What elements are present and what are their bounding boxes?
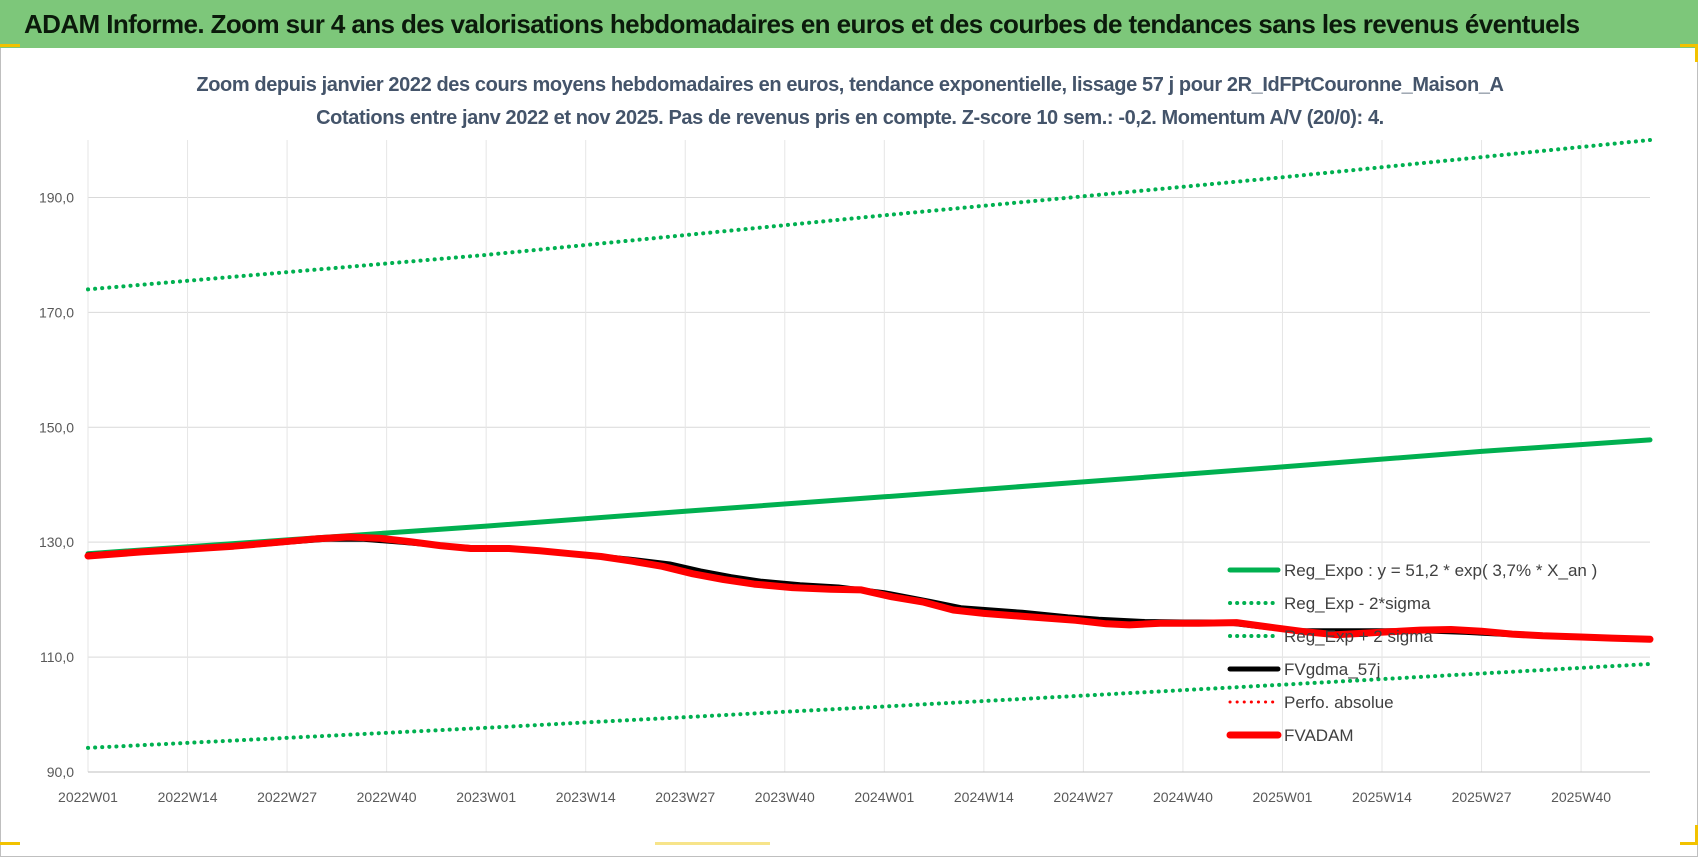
legend-label: Reg_Expo : y = 51,2 * exp( 3,7% * X_an ) [1284,561,1597,580]
legend-label: FVgdma_57j [1284,660,1380,679]
frame-corner-marker [0,44,20,47]
x-tick-label: 2024W40 [1153,789,1213,805]
y-tick-label: 90,0 [47,764,74,780]
report-title: ADAM Informe. Zoom sur 4 ans des valoris… [24,9,1580,39]
x-tick-label: 2025W01 [1253,789,1313,805]
x-tick-label: 2022W14 [158,789,218,805]
frame-bottom-marker [655,842,770,845]
series-lines [84,138,1654,750]
y-tick-label: 130,0 [39,534,74,550]
chart-title: Zoom depuis janvier 2022 des cours moyen… [196,74,1503,96]
x-tick-label: 2024W27 [1053,789,1113,805]
report-banner: ADAM Informe. Zoom sur 4 ans des valoris… [0,0,1698,48]
frame-corner-marker [1695,825,1698,845]
y-tick-label: 150,0 [39,419,74,435]
series-line-1 [86,662,1652,750]
frame-corner-marker [0,842,20,845]
y-axis-ticks: 90,0 110,0 130,0 150,0 170,0 190,0 [39,189,74,780]
x-tick-label: 2024W01 [854,789,914,805]
y-tick-label: 190,0 [39,189,74,205]
x-axis-ticks: 2022W01 2022W14 2022W27 2022W40 2023W01 2023W… [58,789,1611,805]
legend-label: Reg_Exp + 2 sigma [1284,627,1433,646]
series-line-5 [84,533,1654,643]
x-tick-label: 2023W01 [456,789,516,805]
frame-corner-marker [1680,44,1698,47]
x-tick-label: 2022W01 [58,789,118,805]
x-tick-label: 2024W14 [954,789,1014,805]
frame-corner-marker [1680,842,1698,845]
x-tick-label: 2023W40 [755,789,815,805]
gridlines [87,140,1650,773]
x-tick-label: 2025W27 [1452,789,1512,805]
x-tick-label: 2022W40 [357,789,417,805]
legend-label: FVADAM [1284,726,1354,745]
x-tick-label: 2025W14 [1352,789,1412,805]
y-tick-label: 170,0 [39,304,74,320]
series-line-2 [86,138,1652,292]
legend-label: Reg_Exp - 2*sigma [1284,594,1431,613]
x-tick-label: 2023W27 [655,789,715,805]
title-background [330,60,1500,134]
chart-legend: Reg_Expo : y = 51,2 * exp( 3,7% * X_an )… [1226,561,1597,745]
y-tick-label: 110,0 [40,649,74,665]
chart-subtitle: Cotations entre janv 2022 et nov 2025. P… [316,107,1384,129]
frame-corner-marker [1695,44,1698,62]
x-tick-label: 2023W14 [556,789,616,805]
x-tick-label: 2022W27 [257,789,317,805]
legend-label: Perfo. absolue [1284,693,1394,712]
x-tick-label: 2025W40 [1551,789,1611,805]
